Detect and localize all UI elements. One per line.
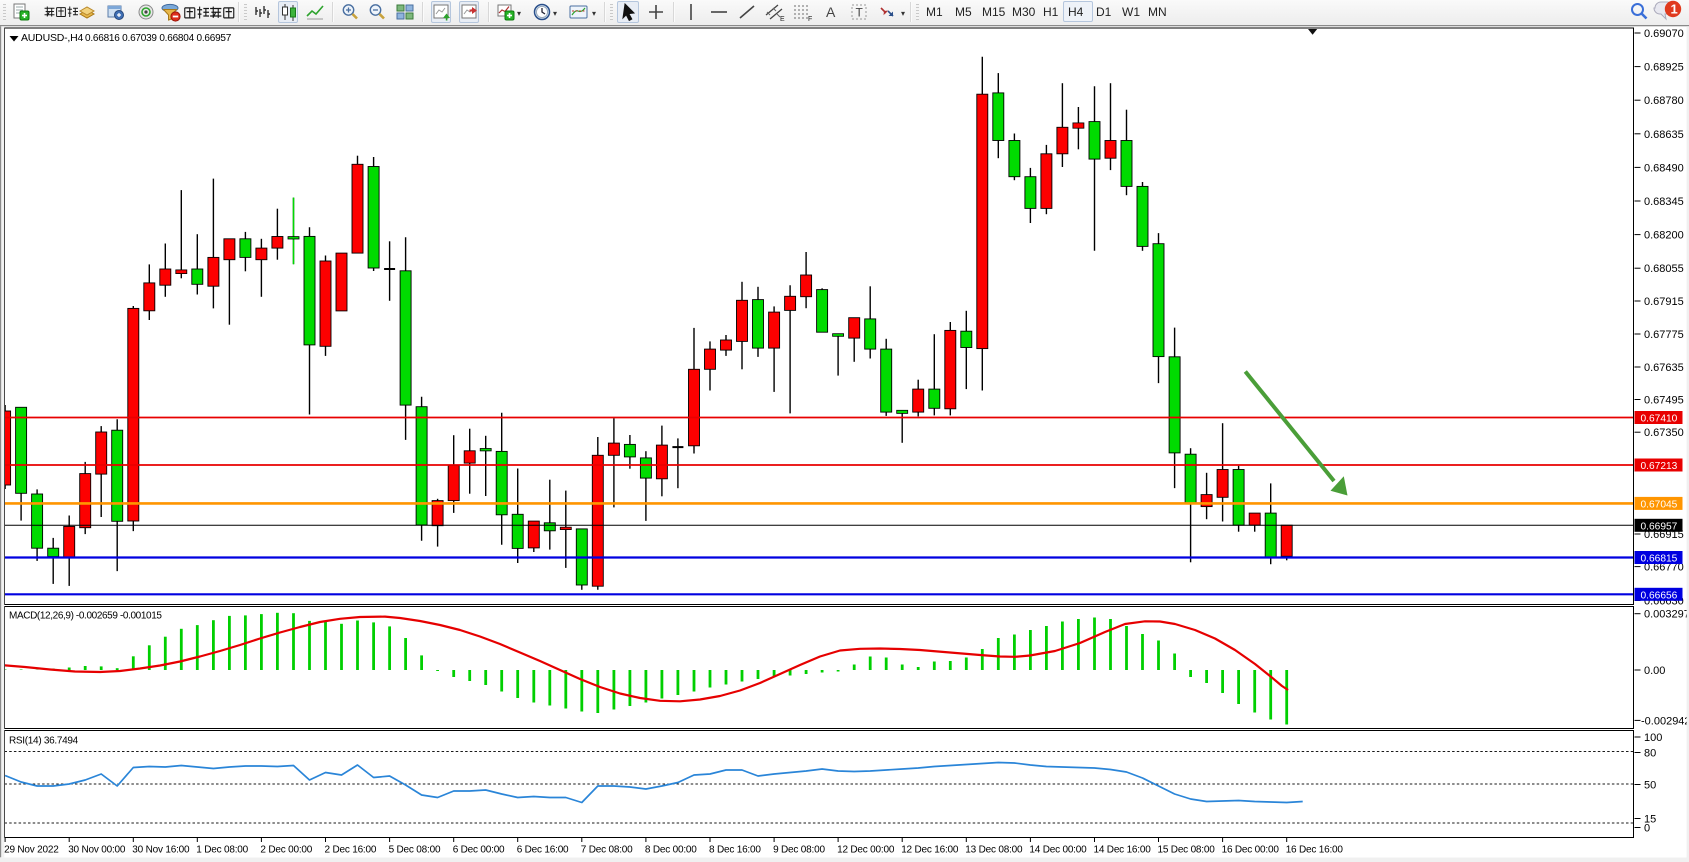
svg-text:0.67213: 0.67213	[1641, 461, 1678, 472]
svg-text:E: E	[780, 16, 785, 22]
svg-text:0.68635: 0.68635	[1644, 129, 1684, 141]
svg-text:0.66770: 0.66770	[1644, 562, 1684, 574]
svg-text:0.67410: 0.67410	[1641, 414, 1678, 425]
svg-text:0.68055: 0.68055	[1644, 263, 1684, 275]
svg-text:0.66815: 0.66815	[1641, 554, 1678, 565]
svg-text:1: 1	[1671, 2, 1678, 17]
svg-text:0.00: 0.00	[1644, 665, 1665, 677]
svg-text:14 Dec 16:00: 14 Dec 16:00	[1094, 845, 1152, 856]
svg-text:0.003297: 0.003297	[1644, 609, 1689, 621]
svg-text:MACD(12,26,9) -0.002659 -0.001: MACD(12,26,9) -0.002659 -0.001015	[9, 611, 162, 622]
svg-text:1 Dec 08:00: 1 Dec 08:00	[196, 845, 248, 856]
svg-text:6 Dec 00:00: 6 Dec 00:00	[453, 845, 505, 856]
svg-text:0.68780: 0.68780	[1644, 95, 1684, 107]
svg-text:F: F	[808, 16, 812, 22]
svg-text:16 Dec 16:00: 16 Dec 16:00	[1286, 845, 1344, 856]
svg-text:0.67775: 0.67775	[1644, 329, 1684, 341]
svg-text:RSI(14) 36.7494: RSI(14) 36.7494	[9, 736, 79, 747]
svg-text:7 Dec 08:00: 7 Dec 08:00	[581, 845, 633, 856]
svg-text:5 Dec 08:00: 5 Dec 08:00	[389, 845, 441, 856]
svg-text:0.66957: 0.66957	[1641, 521, 1678, 532]
svg-text:2 Dec 00:00: 2 Dec 00:00	[260, 845, 312, 856]
svg-text:15: 15	[1644, 814, 1656, 826]
svg-text:16 Dec 00:00: 16 Dec 00:00	[1222, 845, 1280, 856]
svg-text:0.67350: 0.67350	[1644, 427, 1684, 439]
svg-text:50: 50	[1644, 780, 1656, 792]
svg-text:30 Nov 16:00: 30 Nov 16:00	[132, 845, 190, 856]
svg-text:12 Dec 16:00: 12 Dec 16:00	[901, 845, 959, 856]
svg-text:15 Dec 08:00: 15 Dec 08:00	[1158, 845, 1216, 856]
svg-text:0.67635: 0.67635	[1644, 362, 1684, 374]
svg-text:A: A	[826, 4, 836, 20]
svg-text:0.68345: 0.68345	[1644, 196, 1684, 208]
svg-text:100: 100	[1644, 732, 1662, 744]
svg-text:13 Dec 08:00: 13 Dec 08:00	[965, 845, 1023, 856]
svg-text:0.66915: 0.66915	[1644, 529, 1684, 541]
svg-text:0.68200: 0.68200	[1644, 230, 1684, 242]
svg-text:-0.002942: -0.002942	[1641, 715, 1689, 727]
svg-text:0.68490: 0.68490	[1644, 162, 1684, 174]
svg-text:AUDUSD-,H4: AUDUSD-,H4	[21, 32, 84, 44]
svg-text:30 Nov 00:00: 30 Nov 00:00	[68, 845, 126, 856]
svg-text:14 Dec 00:00: 14 Dec 00:00	[1029, 845, 1087, 856]
svg-text:0.67045: 0.67045	[1641, 499, 1678, 510]
svg-text:0.68925: 0.68925	[1644, 62, 1684, 74]
svg-text:0.66816 0.67039 0.66804 0.6695: 0.66816 0.67039 0.66804 0.66957	[85, 33, 232, 44]
svg-text:0.67495: 0.67495	[1644, 395, 1684, 407]
svg-text:9 Dec 08:00: 9 Dec 08:00	[773, 845, 825, 856]
svg-text:8 Dec 16:00: 8 Dec 16:00	[709, 845, 761, 856]
svg-text:12 Dec 00:00: 12 Dec 00:00	[837, 845, 895, 856]
svg-text:0.66656: 0.66656	[1641, 590, 1678, 601]
svg-text:0: 0	[1644, 823, 1650, 835]
svg-text:80: 80	[1644, 748, 1656, 760]
svg-text:0.67915: 0.67915	[1644, 296, 1684, 308]
svg-text:6 Dec 16:00: 6 Dec 16:00	[517, 845, 569, 856]
svg-text:T: T	[856, 6, 864, 20]
svg-text:0.69070: 0.69070	[1644, 28, 1684, 40]
svg-text:8 Dec 00:00: 8 Dec 00:00	[645, 845, 697, 856]
svg-text:29 Nov 2022: 29 Nov 2022	[4, 845, 59, 856]
svg-text:2 Dec 16:00: 2 Dec 16:00	[325, 845, 377, 856]
